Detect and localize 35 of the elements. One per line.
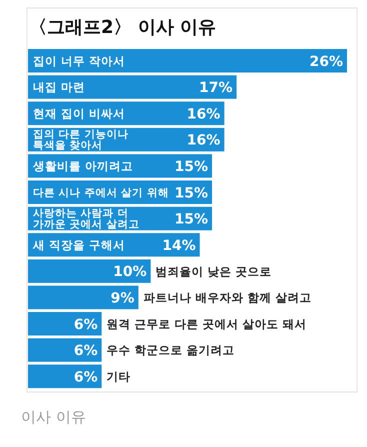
data-label: 15%: [174, 158, 208, 175]
bar: [28, 338, 102, 362]
y-tick-label: 새 직장을 구해서: [32, 238, 126, 252]
y-tick-label: 범죄율이 낮은 곳으로: [156, 264, 272, 278]
y-tick-label: 다른 시나 주에서 살기 위해: [33, 187, 169, 200]
bar: [28, 312, 102, 336]
y-tick-label: 집이 너무 작아서: [33, 54, 126, 68]
data-label: 6%: [74, 369, 98, 386]
bar: [28, 49, 347, 72]
bar: [28, 259, 151, 283]
y-tick-label: 현재 집이 비싸서: [33, 106, 126, 120]
y-tick-label: 원격 근무로 다른 곳에서 살아도 돼서: [106, 316, 307, 331]
data-label: 6%: [74, 316, 98, 333]
data-label: 15%: [174, 185, 208, 202]
y-tick-label: 파트너나 배우자와 함께 살려고: [143, 290, 312, 305]
data-label: 17%: [199, 80, 233, 96]
y-tick-label: 생활비를 아끼려고: [32, 159, 134, 174]
data-label: 6%: [74, 343, 98, 360]
text: 이사 이유: [21, 408, 86, 426]
bar: [28, 286, 138, 310]
data-label: 15%: [174, 212, 208, 228]
y-tick-label: 사랑하는 사람과 더 가까운 곳에서 살려고: [33, 207, 140, 230]
y-tick-label: 우수 학군으로 옮기려고: [106, 343, 235, 358]
y-tick-label: 기타: [106, 369, 131, 384]
data-label: 10%: [113, 264, 147, 280]
chart-title: 〈그래프2〉 이사 이유: [29, 17, 216, 38]
data-label: 14%: [162, 238, 196, 254]
bar: [28, 364, 102, 388]
data-label: 16%: [186, 106, 220, 122]
data-label: 16%: [186, 132, 220, 149]
data-label: 26%: [309, 54, 343, 70]
y-tick-label: 내집 마련: [33, 80, 86, 94]
y-tick-label: 집의 다른 기능이나 특색을 찾아서: [33, 128, 128, 152]
data-label: 9%: [110, 290, 134, 306]
bar: [28, 75, 237, 99]
